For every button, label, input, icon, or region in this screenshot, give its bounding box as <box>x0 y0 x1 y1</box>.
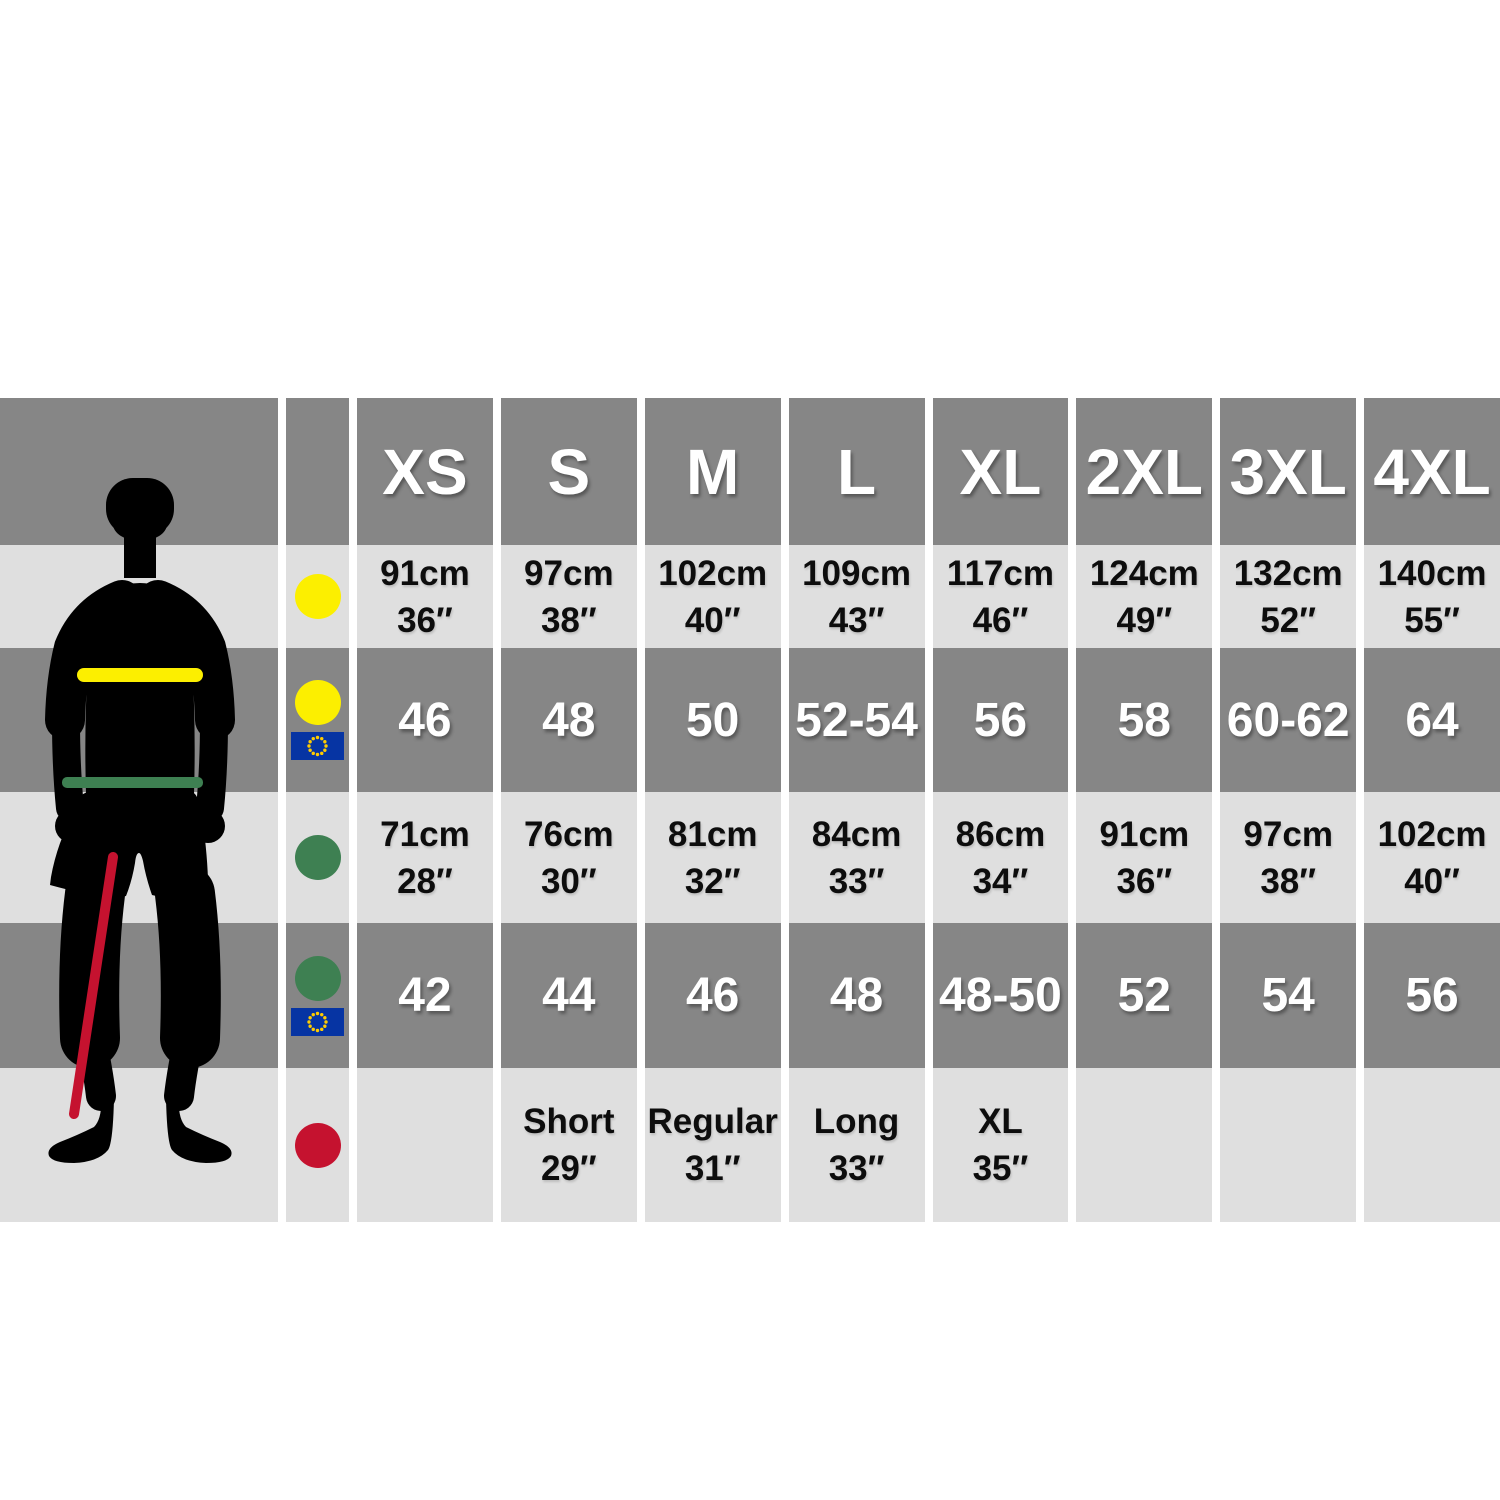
inside-leg-cell: XL 35″ <box>932 1068 1069 1222</box>
inside-leg-cell <box>357 1068 493 1222</box>
chest-eu-cell: 50 <box>644 648 781 792</box>
inside-leg-cell <box>1364 1068 1500 1222</box>
waist-cell: 91cm 36″ <box>1076 792 1213 923</box>
size-header-3xl: 3XL <box>1220 398 1357 545</box>
silhouette-band <box>0 398 278 545</box>
chest-cell: 132cm 52″ <box>1220 545 1357 648</box>
size-header-4xl: 4XL <box>1364 398 1500 545</box>
legend-waist-cell <box>286 792 349 923</box>
eu-flag-icon <box>291 732 344 760</box>
legend-chest-eu-cell <box>286 648 349 792</box>
silhouette-band <box>0 923 278 1068</box>
chest-cell: 117cm 46″ <box>932 545 1069 648</box>
yellow-circle-icon <box>294 574 341 619</box>
waist-cell: 102cm 40″ <box>1364 792 1500 923</box>
chest-eu-cell: 56 <box>932 648 1069 792</box>
waist-cell: 81cm 32″ <box>644 792 781 923</box>
waist-eu-cell: 42 <box>357 923 493 1068</box>
size-header-2xl: 2XL <box>1076 398 1213 545</box>
chest-cell: 124cm 49″ <box>1076 545 1213 648</box>
eu-flag-icon <box>291 1007 344 1036</box>
size-chart-table: XS S M L XL 2XL 3XL 4XL 91cm 36″ 97cm 38″ … <box>0 398 1500 1222</box>
chest-eu-cell: 60-62 <box>1220 648 1357 792</box>
green-circle-icon <box>294 955 341 1001</box>
silhouette-band <box>0 648 278 792</box>
size-header-l: L <box>788 398 925 545</box>
size-header-m: M <box>644 398 781 545</box>
red-circle-icon <box>294 1122 341 1168</box>
yellow-circle-icon <box>294 680 341 725</box>
chest-eu-cell: 58 <box>1076 648 1213 792</box>
size-header-s: S <box>500 398 637 545</box>
chest-eu-cell: 52-54 <box>788 648 925 792</box>
chest-eu-cell: 48 <box>500 648 637 792</box>
waist-cell: 71cm 28″ <box>357 792 493 923</box>
waist-eu-cell: 48 <box>788 923 925 1068</box>
legend-inside-leg-cell <box>286 1068 349 1222</box>
waist-eu-cell: 56 <box>1364 923 1500 1068</box>
waist-eu-cell: 44 <box>500 923 637 1068</box>
legend-waist-eu-cell <box>286 923 349 1068</box>
inside-leg-cell: Short 29″ <box>500 1068 637 1222</box>
silhouette-band <box>0 545 278 648</box>
inside-leg-cell <box>1076 1068 1213 1222</box>
green-circle-icon <box>294 835 341 880</box>
waist-cell: 86cm 34″ <box>932 792 1069 923</box>
waist-eu-cell: 46 <box>644 923 781 1068</box>
chest-cell: 102cm 40″ <box>644 545 781 648</box>
chest-eu-cell: 64 <box>1364 648 1500 792</box>
chest-cell: 140cm 55″ <box>1364 545 1500 648</box>
size-header-xl: XL <box>932 398 1069 545</box>
silhouette-band <box>0 792 278 923</box>
waist-cell: 97cm 38″ <box>1220 792 1357 923</box>
waist-cell: 84cm 33″ <box>788 792 925 923</box>
waist-eu-cell: 54 <box>1220 923 1357 1068</box>
inside-leg-cell: Long 33″ <box>788 1068 925 1222</box>
size-header-xs: XS <box>357 398 493 545</box>
legend-chest-cell <box>286 545 349 648</box>
inside-leg-cell: Regular 31″ <box>644 1068 781 1222</box>
chest-cell: 91cm 36″ <box>357 545 493 648</box>
waist-cell: 76cm 30″ <box>500 792 637 923</box>
chest-cell: 97cm 38″ <box>500 545 637 648</box>
inside-leg-cell <box>1220 1068 1357 1222</box>
silhouette-band <box>0 1068 278 1222</box>
waist-eu-cell: 48-50 <box>932 923 1069 1068</box>
chest-cell: 109cm 43″ <box>788 545 925 648</box>
legend-header-cell <box>286 398 349 545</box>
waist-eu-cell: 52 <box>1076 923 1213 1068</box>
chest-eu-cell: 46 <box>357 648 493 792</box>
